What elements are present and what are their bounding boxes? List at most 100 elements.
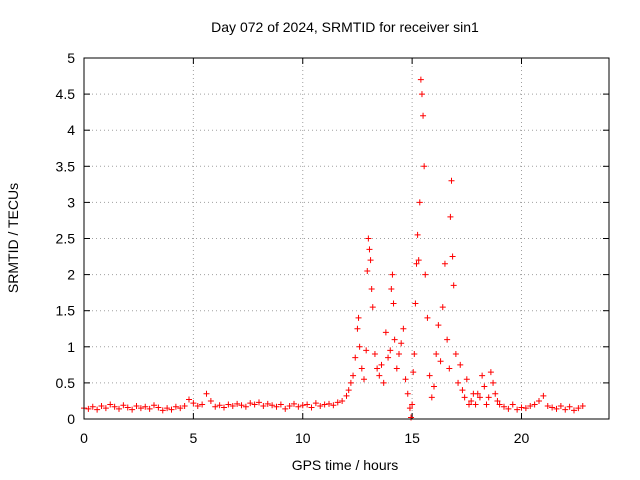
data-point — [527, 403, 534, 410]
data-point — [194, 403, 201, 410]
data-point — [557, 403, 564, 410]
data-point — [483, 401, 490, 408]
data-point — [468, 397, 475, 404]
data-point — [159, 407, 166, 414]
data-point — [216, 402, 223, 409]
data-point — [94, 406, 101, 413]
x-axis-label: GPS time / hours — [292, 457, 399, 473]
data-point — [164, 405, 171, 412]
data-point — [251, 401, 258, 408]
data-point — [522, 405, 529, 412]
data-point — [347, 379, 354, 386]
chart-title: Day 072 of 2024, SRMTID for receiver sin… — [211, 19, 479, 35]
y-axis-label: SRMTID / TECUs — [5, 183, 21, 293]
data-point — [505, 405, 512, 412]
data-point — [330, 402, 337, 409]
data-point — [424, 314, 431, 321]
data-point — [238, 402, 245, 409]
data-point — [431, 383, 437, 390]
data-point — [481, 383, 488, 390]
data-point — [282, 405, 289, 412]
data-point — [420, 112, 427, 119]
data-point — [387, 347, 394, 354]
y-tick-label: 4 — [67, 122, 75, 138]
data-point — [291, 400, 297, 407]
data-point — [389, 271, 396, 278]
data-point — [487, 369, 494, 376]
data-point — [260, 403, 267, 410]
data-point — [334, 399, 341, 406]
data-point — [410, 369, 417, 376]
data-point — [277, 401, 284, 408]
data-point — [356, 343, 363, 350]
data-points — [81, 76, 586, 421]
data-point — [368, 286, 375, 293]
data-point — [376, 372, 383, 379]
data-point — [414, 231, 421, 238]
data-point — [221, 404, 227, 411]
axis-ticks: 0 0.5 1 1.5 2 2.5 3 3.5 4 4.5 5 0 5 10 15 20 — [56, 50, 609, 446]
data-point — [177, 405, 184, 412]
data-point — [172, 403, 179, 410]
data-point — [435, 322, 442, 329]
data-point — [444, 336, 451, 343]
x-tick-label: 5 — [189, 430, 197, 446]
data-point — [426, 372, 433, 379]
data-point — [402, 376, 409, 383]
data-point — [295, 403, 302, 410]
data-point — [433, 351, 440, 358]
data-point — [413, 260, 420, 267]
data-point — [369, 304, 376, 311]
data-point — [133, 403, 140, 410]
data-point — [371, 351, 378, 358]
data-point — [364, 267, 371, 274]
data-point — [111, 403, 118, 410]
data-point — [416, 199, 423, 206]
data-point — [203, 390, 210, 397]
y-tick-label: 2 — [67, 267, 75, 283]
data-point — [455, 379, 462, 386]
data-point — [89, 403, 96, 410]
data-point — [544, 403, 551, 410]
data-point — [466, 401, 472, 408]
data-point — [155, 404, 162, 411]
data-point — [385, 354, 392, 361]
data-point — [509, 401, 516, 408]
data-point — [304, 401, 311, 408]
data-point — [120, 402, 127, 409]
data-point — [437, 358, 444, 365]
data-point — [168, 406, 175, 413]
data-point — [417, 76, 424, 83]
data-point — [496, 401, 503, 408]
data-point — [378, 361, 385, 368]
data-point — [229, 403, 236, 410]
data-point — [367, 257, 374, 264]
data-point — [234, 400, 241, 407]
data-point — [408, 414, 415, 421]
data-point — [273, 403, 280, 410]
data-point — [142, 403, 149, 410]
y-tick-label: 3.5 — [56, 158, 76, 174]
data-point — [459, 387, 466, 394]
y-tick-label: 2.5 — [56, 231, 76, 247]
data-point — [428, 394, 435, 401]
data-point — [536, 397, 542, 404]
data-point — [474, 390, 481, 397]
data-point — [343, 392, 350, 399]
data-point — [366, 246, 373, 253]
data-point — [518, 404, 525, 411]
data-point — [299, 402, 306, 409]
data-point — [571, 407, 577, 414]
data-point — [186, 396, 192, 403]
y-tick-label: 3 — [67, 194, 75, 210]
y-tick-label: 0 — [67, 411, 75, 427]
data-point — [363, 347, 370, 354]
data-point — [540, 392, 547, 399]
plot-frame — [83, 57, 610, 420]
data-point — [358, 365, 365, 372]
data-point — [146, 405, 153, 412]
data-point — [449, 253, 456, 260]
data-point — [393, 365, 400, 372]
data-point — [269, 402, 276, 409]
data-point — [461, 394, 468, 401]
